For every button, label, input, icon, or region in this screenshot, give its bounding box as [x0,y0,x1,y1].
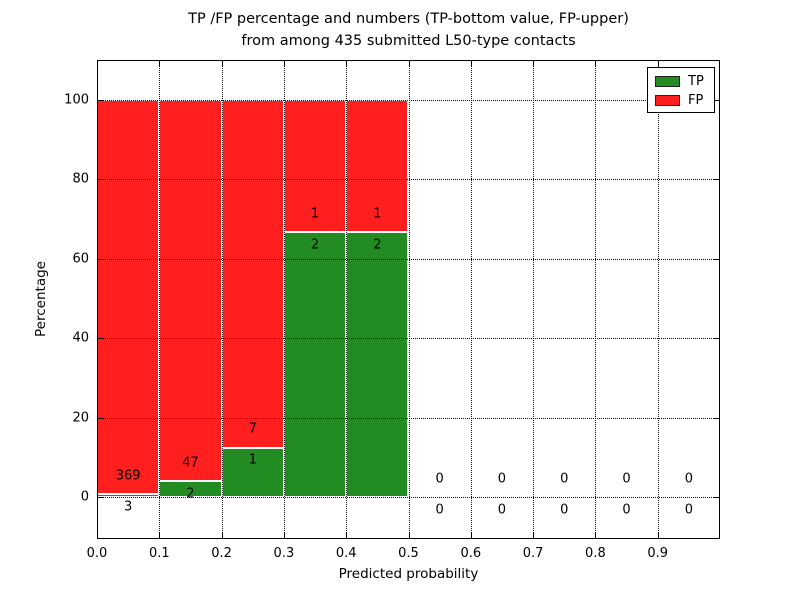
y-tick-label: 40 [72,330,89,346]
x-tick-mark [97,533,98,539]
x-tick-mark [283,533,285,539]
x-tick-mark [470,60,472,66]
legend-label-tp: TP [688,73,704,89]
x-tick-label: 0.4 [335,546,357,561]
y-axis-label: Percentage [33,261,49,337]
fp-count-label: 0 [560,471,569,487]
legend: TP FP [647,67,715,113]
y-tick-mark [714,179,720,181]
grid-line-vertical [408,60,410,539]
fp-count-label: 47 [182,455,199,471]
y-tick-label: 60 [72,251,89,267]
y-tick-mark [97,258,103,260]
chart-title-line-1: TP /FP percentage and numbers (TP-bottom… [188,11,629,27]
x-tick-label: 0.8 [585,546,606,561]
x-tick-mark [408,533,410,539]
tp-count-label: 2 [186,486,195,502]
x-tick-label: 0.2 [211,546,232,561]
x-tick-mark [346,533,348,539]
y-tick-mark [714,258,720,260]
bar-fp-segment [159,99,222,482]
y-tick-label: 20 [72,410,89,426]
tp-count-label: 0 [684,502,693,518]
x-tick-mark [595,533,597,539]
x-tick-mark [159,60,161,66]
bar-fp-segment [221,99,284,448]
fp-count-label: 369 [115,468,141,484]
x-tick-mark [346,60,348,66]
grid-line-vertical [595,60,597,539]
x-tick-mark [657,60,659,66]
x-tick-mark [159,533,161,539]
y-tick-mark [97,99,103,101]
chart-title-line-2: from among 435 submitted L50-type contac… [241,33,576,49]
tp-count-label: 1 [248,452,257,468]
x-tick-mark [221,533,223,539]
grid-line-vertical [533,60,535,539]
grid-line-vertical [657,60,659,539]
tp-count-label: 3 [124,499,133,515]
x-tick-mark [595,60,597,66]
x-tick-label: 0.0 [86,546,108,561]
x-tick-label: 0.1 [148,546,170,561]
y-tick-mark [97,179,103,181]
tp-count-label: 0 [497,502,507,518]
tp-count-label: 0 [622,502,631,518]
x-tick-label: 0.9 [647,546,669,561]
x-tick-mark [408,60,410,66]
fp-swatch-icon [655,94,680,106]
grid-line-vertical [283,60,285,539]
bar-fp-segment [346,99,409,233]
tp-count-label: 2 [373,237,382,253]
tp-swatch-icon [655,75,680,87]
fp-count-label: 0 [435,471,444,487]
y-tick-mark [97,497,103,499]
y-tick-label: 80 [72,171,89,187]
legend-entry-tp: TP [655,73,714,89]
legend-entry-fp: FP [655,92,714,108]
y-tick-label: 0 [80,489,89,505]
x-tick-mark [470,533,472,539]
y-tick-mark [714,338,720,340]
y-tick-mark [714,497,720,499]
grid-line-vertical [346,60,348,539]
x-tick-mark [533,60,535,66]
x-tick-label: 0.5 [398,546,419,561]
chart-title: TP /FP percentage and numbers (TP-bottom… [97,8,720,52]
x-tick-label: 0.6 [460,546,482,561]
fp-count-label: 1 [310,206,320,222]
y-tick-mark [714,417,720,419]
tp-count-label: 0 [435,502,444,518]
legend-label-fp: FP [688,92,704,108]
x-axis-label: Predicted probability [338,566,479,582]
x-tick-mark [283,60,285,66]
x-tick-mark [657,533,659,539]
grid-line-vertical [159,60,161,539]
y-tick-mark [97,338,103,340]
fp-count-label: 7 [248,421,257,437]
fp-count-label: 0 [684,471,693,487]
bar-fp-segment [97,99,160,495]
fp-count-label: 0 [497,471,507,487]
bar-tp-segment [283,232,347,498]
y-tick-mark [97,417,103,419]
grid-line-vertical [221,60,223,539]
x-tick-mark [97,60,98,66]
x-tick-label: 0.3 [273,546,295,561]
y-tick-label: 100 [64,92,89,108]
x-tick-label: 0.7 [522,546,544,561]
fp-count-label: 0 [622,471,631,487]
tp-count-label: 0 [560,502,569,518]
fp-count-label: 1 [373,206,382,222]
x-tick-mark [221,60,223,66]
bar-tp-segment [346,232,409,498]
grid-line-vertical [470,60,472,539]
y-tick-mark [714,99,720,101]
tp-count-label: 2 [310,237,320,253]
x-tick-mark [533,533,535,539]
